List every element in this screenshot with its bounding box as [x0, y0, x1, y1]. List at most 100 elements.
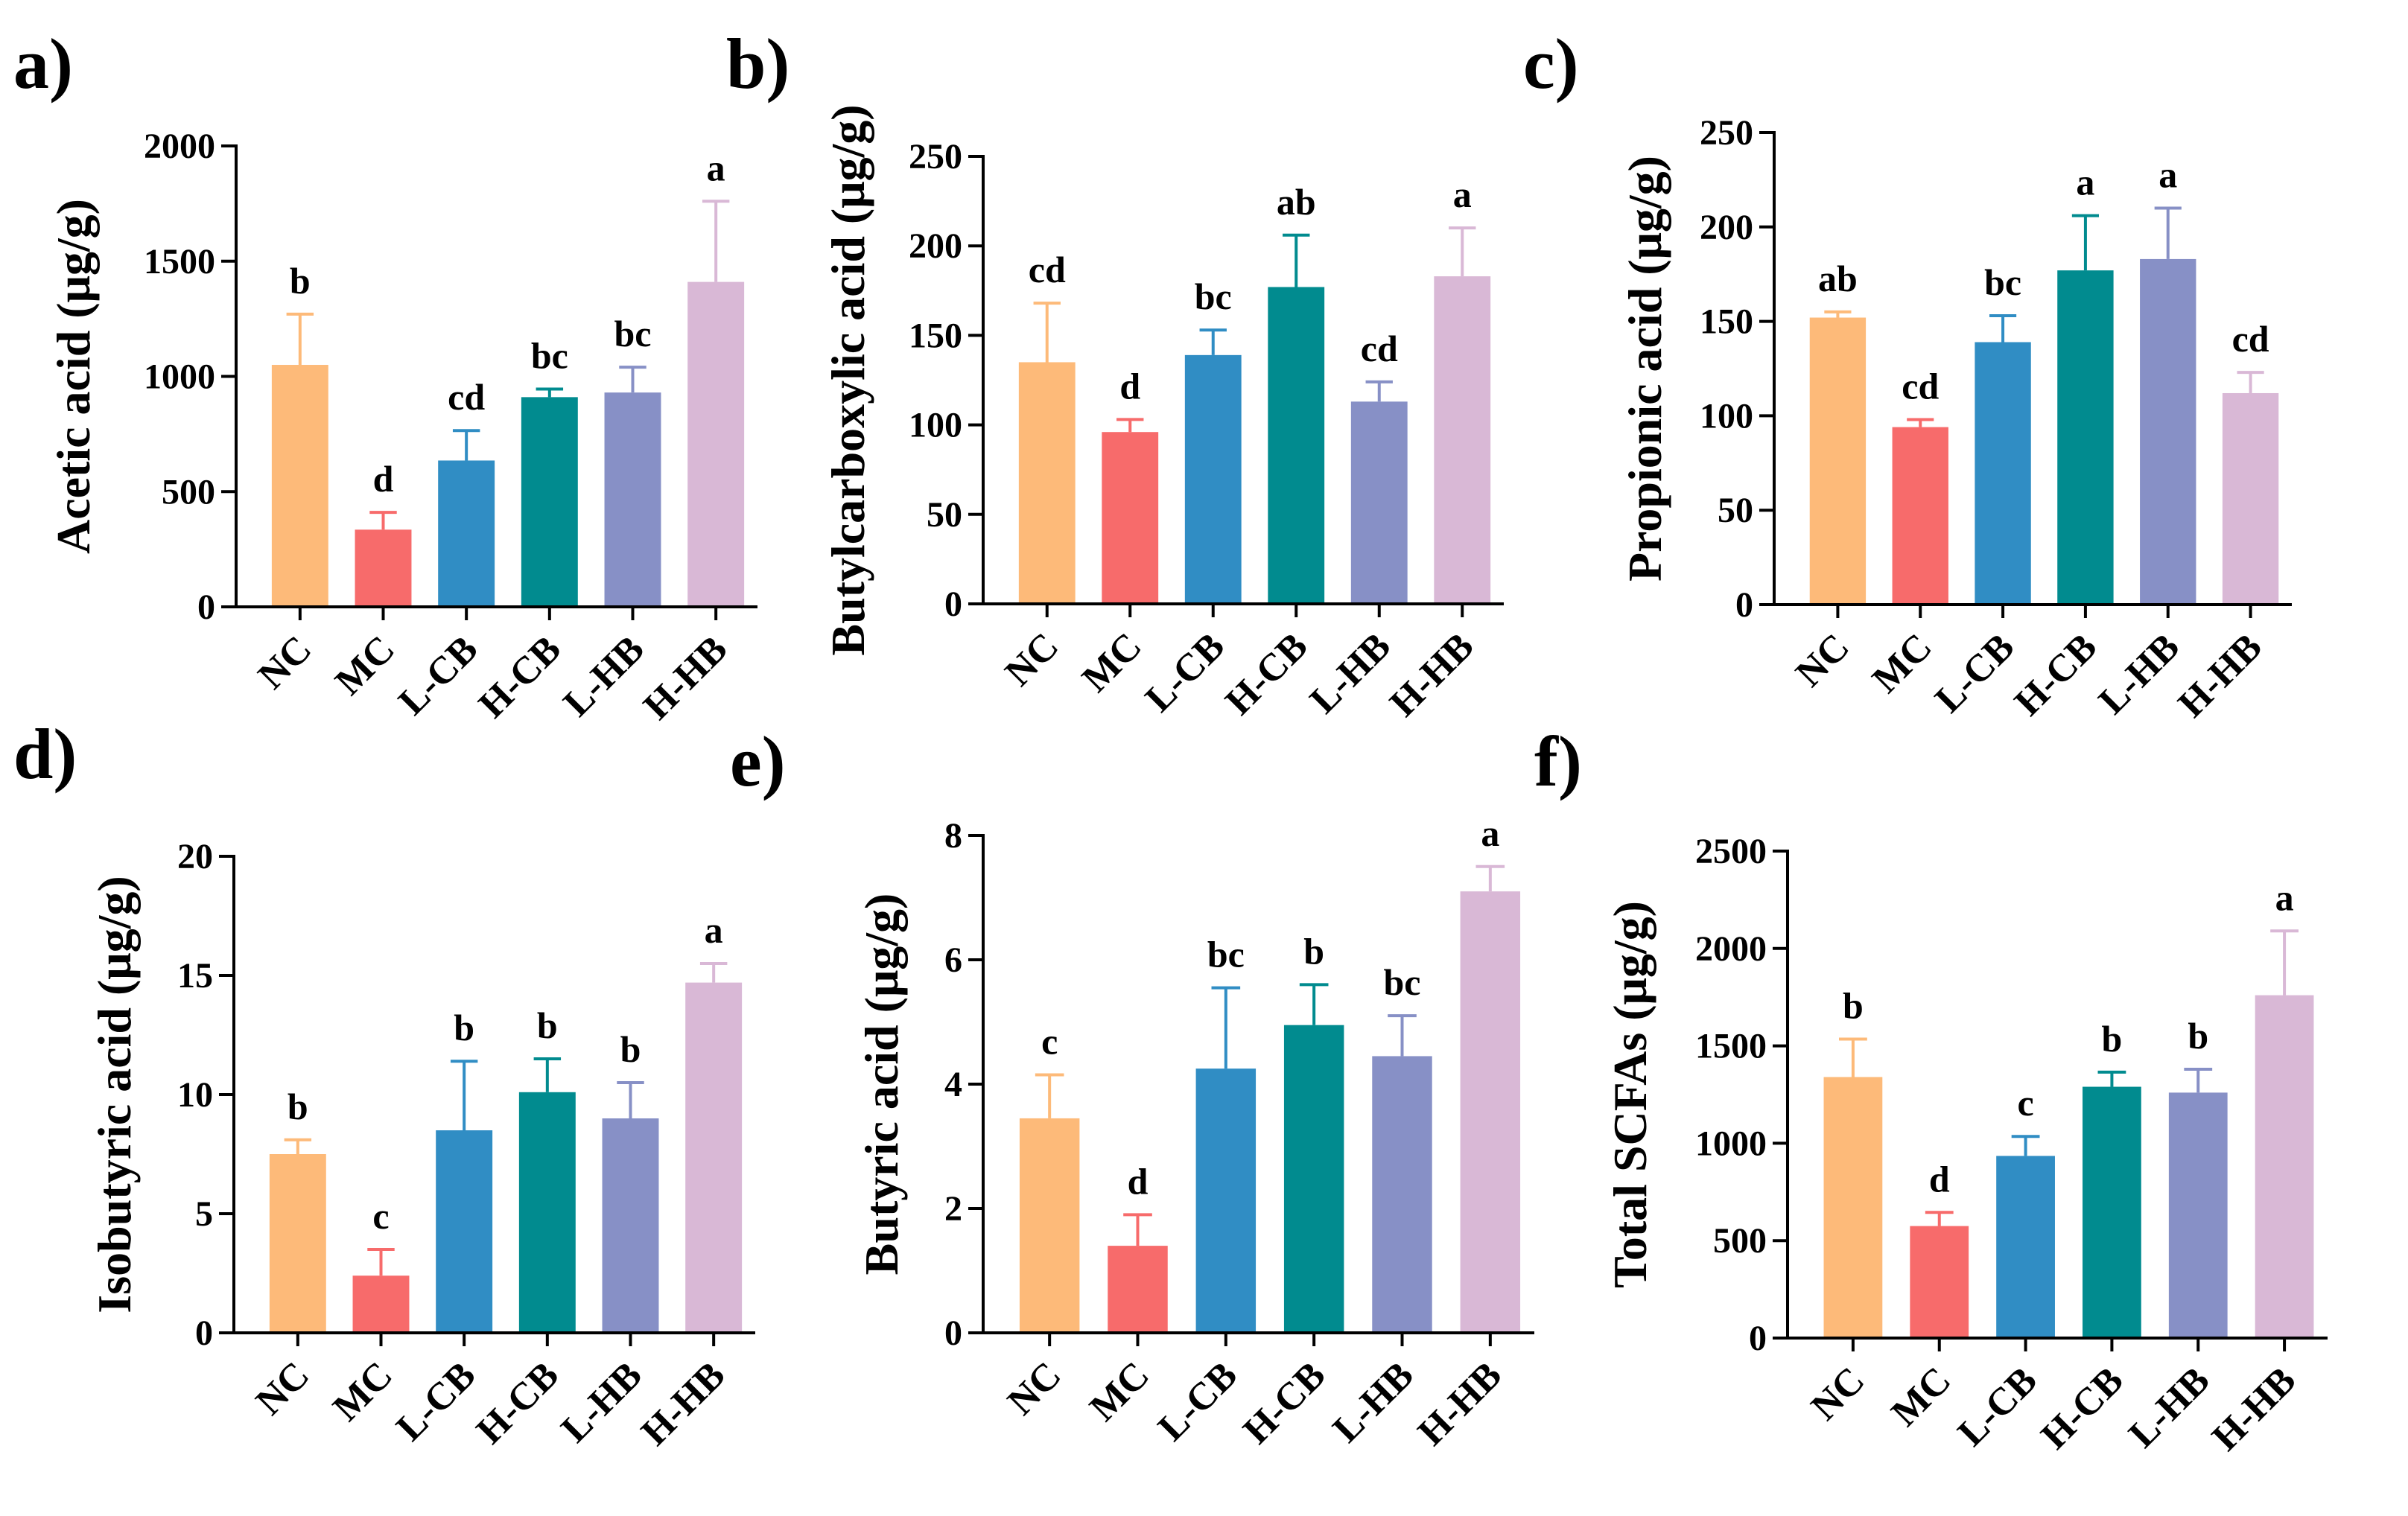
- bar-h-cb: [521, 397, 578, 607]
- y-tick-label: 150: [909, 316, 962, 355]
- y-tick-label: 250: [1700, 113, 1753, 153]
- bar-mc: [1108, 1246, 1168, 1333]
- x-tick-label: NC: [248, 1354, 317, 1423]
- significance-letter: bc: [1207, 934, 1245, 975]
- significance-letter: bc: [531, 335, 568, 377]
- y-tick-label: 100: [909, 406, 962, 445]
- bar-l-cb: [1195, 1068, 1257, 1333]
- significance-letter: c: [2017, 1082, 2033, 1124]
- x-tick-label: L-CB: [1927, 625, 2022, 721]
- chart-panel-2: b)Butylcarboxylic acid (μg/g) cdNCdMCbcL-…: [726, 24, 1504, 724]
- bar-nc: [271, 365, 328, 607]
- y-tick-label: 1500: [144, 242, 215, 281]
- significance-letter: cd: [1361, 328, 1398, 369]
- x-tick-label: MC: [1884, 1359, 1960, 1435]
- x-tick-label: NC: [1000, 1354, 1069, 1423]
- bar-l-cb: [1184, 354, 1242, 604]
- bar-l-hb: [2140, 258, 2196, 605]
- y-tick-label: 200: [1700, 208, 1753, 247]
- significance-letter: b: [454, 1007, 474, 1048]
- x-tick-label: NC: [1788, 625, 1857, 695]
- significance-letter: a: [2076, 162, 2094, 203]
- x-tick-label: L-CB: [390, 628, 486, 723]
- significance-letter: c: [1041, 1020, 1058, 1062]
- y-axis-label: Isobutyric acid (μg/g): [88, 876, 141, 1313]
- significance-letter: a: [705, 909, 723, 951]
- bar-l-hb: [1350, 401, 1408, 604]
- y-tick-label: 4: [944, 1065, 962, 1104]
- y-tick-label: 1000: [1695, 1124, 1767, 1163]
- significance-letter: b: [537, 1004, 558, 1046]
- y-tick-label: 250: [909, 137, 962, 176]
- panel-letter: b): [726, 24, 790, 103]
- significance-letter: d: [373, 458, 394, 500]
- bar-l-hb: [2168, 1092, 2228, 1338]
- significance-letter: bc: [1984, 261, 2021, 303]
- bar-l-hb: [604, 392, 661, 607]
- significance-letter: b: [1303, 930, 1324, 972]
- x-tick-label: NC: [997, 625, 1067, 694]
- y-tick-label: 500: [162, 472, 215, 512]
- x-tick-label: L-CB: [1150, 1354, 1245, 1449]
- bar-nc: [1018, 362, 1076, 604]
- x-tick-label: NC: [1803, 1359, 1872, 1428]
- y-tick-label: 1000: [144, 357, 215, 397]
- y-tick-label: 50: [927, 495, 962, 535]
- x-tick-label: H-HB: [2204, 1359, 2304, 1459]
- significance-letter: a: [1453, 173, 1472, 215]
- x-tick-label: L-HB: [2121, 1359, 2218, 1456]
- significance-letter: a: [2275, 876, 2294, 918]
- x-tick-label: H-CB: [2033, 1359, 2132, 1457]
- bar-h-hb: [1460, 891, 1521, 1333]
- significance-letter: d: [1128, 1160, 1149, 1202]
- panel-letter: a): [13, 24, 73, 103]
- x-tick-label: H-HB: [635, 628, 735, 727]
- x-tick-label: L-HB: [1302, 625, 1399, 722]
- chart-panel-1: a)Acetic acid (μg/g) bNCdMCcdL-CBbcH-CBbc…: [13, 24, 757, 727]
- significance-letter: cd: [1902, 365, 1939, 407]
- bar-h-cb: [518, 1092, 576, 1333]
- chart-panel-4: d)Isobutyric acid (μg/g) bNCcMCbL-CBbH-CB…: [13, 714, 755, 1453]
- chart-panel-6: f) Total SCFAs (μg/g) b NC d MC c L-CB b H-CB b L-H…: [1534, 722, 2328, 1459]
- y-tick-label: 0: [1735, 585, 1753, 625]
- bar-mc: [1892, 427, 1948, 605]
- significance-letter: a: [707, 147, 725, 188]
- bar-nc: [1019, 1118, 1080, 1333]
- x-tick-label: L-CB: [1950, 1359, 2045, 1454]
- significance-letter: ab: [1818, 258, 1858, 299]
- significance-letter: b: [620, 1028, 641, 1070]
- x-tick-label: L-HB: [2091, 625, 2188, 722]
- bar-h-cb: [1283, 1025, 1344, 1333]
- y-tick-label: 15: [177, 956, 213, 996]
- bar-l-cb: [438, 460, 495, 607]
- y-tick-label: 500: [1713, 1221, 1767, 1261]
- y-tick-label: 5: [195, 1194, 213, 1234]
- bar-mc: [352, 1275, 410, 1333]
- significance-letter: b: [2102, 1018, 2123, 1060]
- bar-mc: [1910, 1226, 1969, 1338]
- significance-letter: cd: [1029, 249, 1066, 290]
- y-tick-label: 20: [177, 837, 213, 876]
- y-axis-label: Butylcarboxylic acid (μg/g): [822, 104, 874, 655]
- y-tick-label: 50: [1718, 491, 1753, 530]
- significance-letter: bc: [1195, 276, 1232, 317]
- significance-letter: bc: [1384, 961, 1421, 1003]
- significance-letter: d: [1929, 1158, 1950, 1200]
- x-tick-label: H-HB: [2170, 625, 2270, 725]
- panel-letter: d): [13, 714, 77, 794]
- significance-letter: cd: [2232, 318, 2269, 360]
- y-axis-label: Total SCFAs (μg/g): [1604, 901, 1656, 1288]
- bar-mc: [355, 529, 412, 607]
- bar-l-hb: [1372, 1056, 1432, 1333]
- bar-nc: [269, 1154, 326, 1333]
- x-tick-label: L-HB: [1325, 1354, 1422, 1450]
- panel-letter: f): [1534, 722, 1582, 801]
- significance-letter: cd: [448, 376, 485, 418]
- y-tick-label: 8: [944, 816, 962, 856]
- x-tick-label: L-HB: [553, 1354, 650, 1450]
- significance-letter: b: [1843, 984, 1864, 1026]
- chart-panel-5: e) Butyric acid (μg/g) c NC d MC bc L-CB b H-CB bc…: [730, 722, 1534, 1453]
- y-tick-label: 2000: [144, 127, 215, 166]
- y-axis-label: Propionic acid (μg/g): [1618, 156, 1671, 582]
- y-tick-label: 0: [195, 1313, 213, 1353]
